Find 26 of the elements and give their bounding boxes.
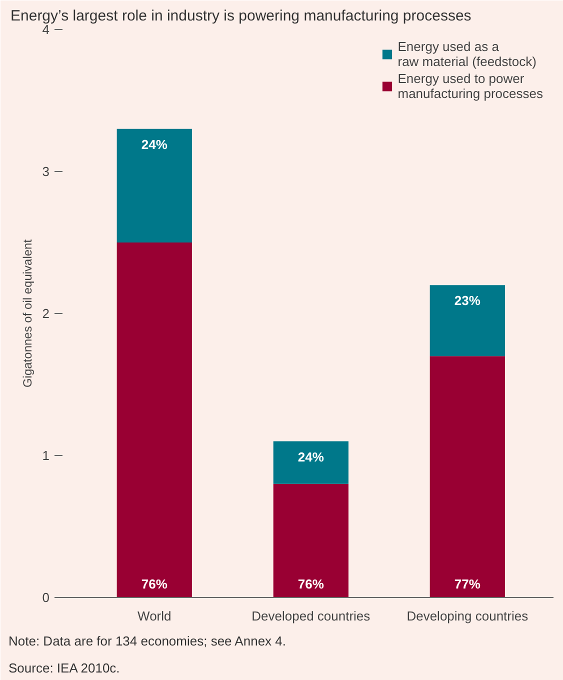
y-tick-label: 0 [42, 590, 50, 605]
bar [430, 356, 505, 598]
legend-label: Energy used as a raw material (feedstock) [398, 39, 536, 69]
bar [273, 484, 348, 598]
bar [116, 128, 192, 242]
annotation: 76% [141, 576, 168, 592]
text: Note: Data are for 134 economies; see Annex 4. [8, 634, 286, 648]
annotation: 24% [298, 449, 324, 464]
annotation: 76% [298, 576, 324, 592]
x-tick-label: Developing countries [406, 608, 529, 624]
x-tick-label: World [138, 608, 172, 624]
bar [430, 285, 505, 356]
y-tick-label: 4 [42, 22, 50, 37]
y-axis-title: Gigatonnes of oil equivalent [20, 238, 34, 388]
annotation: 77% [454, 576, 481, 592]
x-tick-label: Developed countries [252, 608, 371, 624]
annotation: 23% [454, 293, 481, 308]
annotation: 24% [141, 136, 168, 152]
y-tick-label: 3 [42, 164, 50, 179]
y-tick-label: 1 [42, 448, 50, 463]
chart-title: Energy’s largest role in industry is powering manufacturing processes [10, 8, 472, 24]
source-note: Source: IEA 2010c. [8, 660, 120, 676]
y-tick-label: 2 [42, 306, 50, 321]
legend-label: Energy used to power manufacturing processes [398, 71, 543, 101]
bar [273, 441, 348, 484]
bar [116, 242, 192, 598]
